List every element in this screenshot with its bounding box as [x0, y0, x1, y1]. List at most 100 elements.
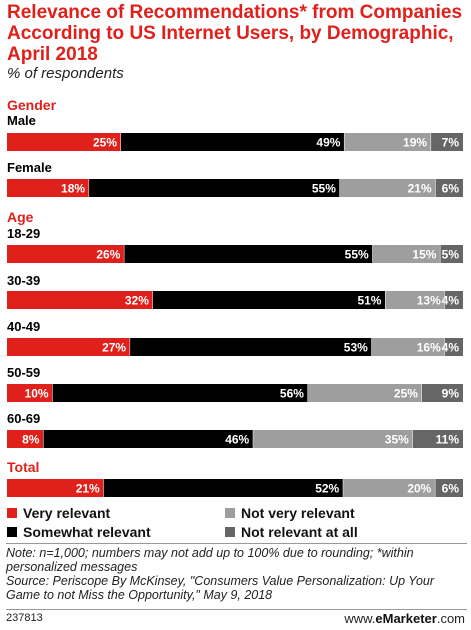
legend-swatch	[7, 527, 17, 537]
bar-segment	[7, 291, 153, 309]
brand-prefix: www.	[344, 611, 376, 626]
data-label: 7%	[442, 136, 460, 150]
bar-segment	[385, 291, 445, 309]
data-label: 15%	[412, 248, 436, 262]
bar-segment	[7, 133, 121, 151]
data-label: 21%	[76, 482, 100, 496]
source-text: Source: Periscope By McKinsey, "Consumer…	[6, 574, 435, 602]
data-label: 20%	[407, 482, 431, 496]
legend-label: Not relevant at all	[241, 524, 358, 540]
bar-segment	[339, 179, 436, 197]
data-label: 18%	[61, 182, 85, 196]
data-label: 26%	[96, 248, 120, 262]
section-label: Age	[7, 209, 34, 225]
bar-segment	[344, 133, 432, 151]
bar-segment	[7, 338, 131, 356]
bar-segment	[103, 479, 344, 497]
footnote: Note: n=1,000; numbers may not add up to…	[6, 546, 466, 602]
data-label: 46%	[225, 433, 249, 447]
bar-segment	[444, 338, 463, 356]
bar-segment	[307, 384, 422, 402]
data-label: 55%	[312, 182, 336, 196]
bar-segment	[435, 179, 463, 197]
row-label: Male	[7, 113, 36, 128]
row-label: 30-39	[7, 273, 40, 288]
data-label: 53%	[344, 341, 368, 355]
bar-segment	[253, 430, 413, 448]
data-label: 49%	[316, 136, 340, 150]
brand-name: eMarketer	[375, 611, 437, 626]
legend-label: Somewhat relevant	[23, 524, 151, 540]
legend: Very relevant Somewhat relevant Not very…	[7, 503, 467, 543]
data-label: 6%	[442, 182, 460, 196]
data-label: 32%	[125, 294, 149, 308]
row-label: 50-59	[7, 365, 40, 380]
data-label: 16%	[417, 341, 441, 355]
data-label: 21%	[408, 182, 432, 196]
bar-segment	[372, 245, 441, 263]
bar-segment	[435, 479, 463, 497]
bar-segment	[412, 430, 463, 448]
legend-item-somewhat-relevant: Somewhat relevant	[7, 524, 151, 540]
data-label: 9%	[442, 387, 460, 401]
bar-segment	[444, 291, 463, 309]
bar-segment	[130, 338, 372, 356]
bar-segment	[7, 479, 104, 497]
data-label: 5%	[442, 248, 460, 262]
bar-segment	[7, 245, 125, 263]
legend-item-very-relevant: Very relevant	[7, 505, 110, 521]
legend-swatch	[7, 508, 17, 518]
data-label: 56%	[280, 387, 304, 401]
divider	[6, 543, 467, 544]
bar-segment	[440, 245, 463, 263]
data-label: 6%	[442, 482, 460, 496]
legend-item-not-relevant-at-all: Not relevant at all	[225, 524, 358, 540]
data-label: 25%	[93, 136, 117, 150]
data-label: 8%	[22, 433, 40, 447]
row-label: Female	[7, 160, 52, 175]
legend-label: Not very relevant	[241, 505, 355, 521]
bar-segment	[89, 179, 340, 197]
data-label: 35%	[385, 433, 409, 447]
bar-segment	[124, 245, 373, 263]
bar-segment	[421, 384, 463, 402]
section-label: Gender	[7, 97, 57, 113]
bar-segment	[121, 133, 345, 151]
chart-id: 237813	[6, 612, 43, 624]
data-label: 4%	[442, 341, 460, 355]
legend-swatch	[225, 527, 235, 537]
row-label: 18-29	[7, 226, 40, 241]
data-label: 10%	[25, 387, 49, 401]
legend-label: Very relevant	[23, 505, 111, 521]
data-label: 19%	[403, 136, 427, 150]
note-text: Note: n=1,000; numbers may not add up to…	[6, 546, 414, 574]
section-label: Total	[7, 459, 39, 475]
row-label: 60-69	[7, 411, 40, 426]
bar-segment	[371, 338, 445, 356]
bar-segment	[52, 384, 308, 402]
data-label: 25%	[394, 387, 418, 401]
bar-segment	[7, 430, 44, 448]
data-label: 13%	[417, 294, 441, 308]
brand-suffix: .com	[436, 611, 465, 626]
data-label: 55%	[345, 248, 369, 262]
chart-title: Relevance of Recommendations* from Compa…	[7, 2, 463, 65]
legend-item-not-very-relevant: Not very relevant	[225, 505, 355, 521]
data-label: 4%	[442, 294, 460, 308]
bar-segment	[431, 133, 463, 151]
data-label: 51%	[357, 294, 381, 308]
bar-segment	[43, 430, 254, 448]
title-block: Relevance of Recommendations* from Compa…	[7, 2, 467, 83]
chart-subtitle: % of respondents	[7, 65, 124, 82]
brand-logo: www.eMarketer.com	[344, 611, 465, 626]
data-label: 27%	[102, 341, 126, 355]
bar-segment	[152, 291, 386, 309]
bar-segment	[7, 384, 53, 402]
bar-segment	[343, 479, 436, 497]
row-label: 40-49	[7, 319, 40, 334]
data-label: 11%	[436, 433, 460, 447]
bar-segment	[7, 179, 90, 197]
data-label: 52%	[315, 482, 339, 496]
divider	[6, 609, 467, 610]
